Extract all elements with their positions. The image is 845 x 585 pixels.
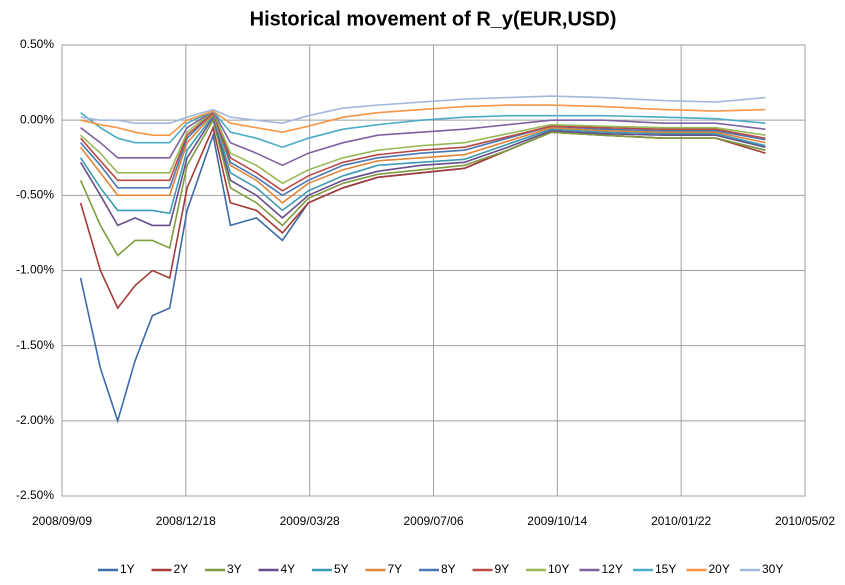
y-tick-label: -2.00% <box>16 413 54 427</box>
y-tick-label: 0.00% <box>20 112 54 126</box>
series-line <box>80 95 766 125</box>
legend-label: 10Y <box>548 562 569 576</box>
y-tick-label: -2.50% <box>16 488 54 502</box>
legend-label: 7Y <box>388 562 403 576</box>
legend-label: 12Y <box>602 562 623 576</box>
x-tick-label: 2010/01/22 <box>651 514 711 528</box>
x-tick-label: 2009/10/14 <box>527 514 587 528</box>
x-tick-label: 2008/09/09 <box>32 514 92 528</box>
legend-label: 3Y <box>227 562 242 576</box>
series-line <box>79 113 766 215</box>
legend-label: 30Y <box>762 562 783 576</box>
series-line <box>80 109 766 185</box>
series-line <box>79 115 766 227</box>
series-line <box>79 111 766 192</box>
legend-label: 9Y <box>495 562 510 576</box>
x-tick-label: 2009/07/06 <box>403 514 463 528</box>
legend-label: 1Y <box>120 562 135 576</box>
legend-label: 5Y <box>334 562 349 576</box>
series-line <box>80 109 766 167</box>
legend-label: 20Y <box>709 562 730 576</box>
series-line <box>80 104 766 136</box>
x-tick-label: 2010/05/02 <box>775 514 835 528</box>
legend-label: 8Y <box>441 562 456 576</box>
series-line <box>79 118 766 257</box>
y-tick-label: -0.50% <box>16 188 54 202</box>
legend-label: 2Y <box>174 562 189 576</box>
legend-label: 4Y <box>281 562 296 576</box>
x-tick-label: 2008/12/18 <box>156 514 216 528</box>
legend-label: 15Y <box>655 562 676 576</box>
series-line <box>79 112 766 204</box>
y-tick-label: -1.00% <box>16 263 54 277</box>
series-line <box>80 110 766 149</box>
x-tick-label: 2009/03/28 <box>280 514 340 528</box>
y-tick-label: -1.50% <box>16 338 54 352</box>
y-tick-label: 0.50% <box>20 37 54 51</box>
chart-title: Historical movement of R_y(EUR,USD) <box>250 8 617 30</box>
